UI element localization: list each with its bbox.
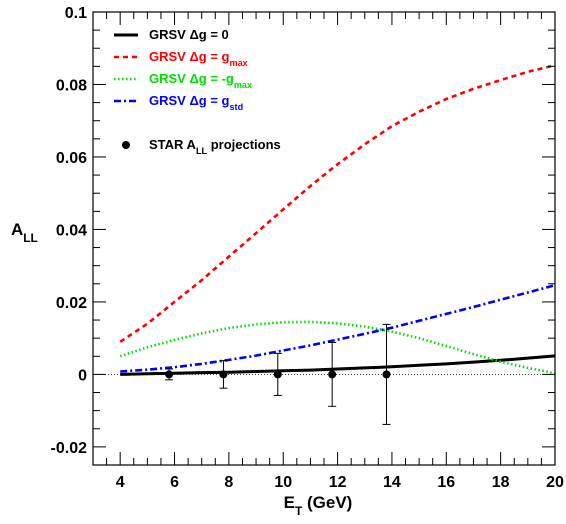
legend-label-2: GRSV Δg = -gmax bbox=[149, 71, 252, 90]
series-line-3 bbox=[120, 283, 556, 373]
y-tick-label: 0.1 bbox=[65, 5, 87, 22]
x-tick-label: 4 bbox=[116, 474, 125, 491]
data-point bbox=[165, 370, 174, 379]
x-tick-label: 6 bbox=[170, 474, 179, 491]
x-axis-title: ET (GeV) bbox=[284, 493, 353, 518]
y-tick-label: 0.08 bbox=[56, 77, 87, 94]
y-tick-label: 0 bbox=[78, 367, 87, 384]
axis-ticks: 4 6 8 10 12 14 16 18 20 -0.02 0 0.02 0.04 0.06 0.08 0.1 bbox=[51, 5, 564, 491]
legend-marker-points bbox=[122, 141, 130, 149]
legend: GRSV Δg = 0 GRSV Δg = gmax GRSV Δg = -gmax… bbox=[114, 27, 281, 156]
series-line-1 bbox=[119, 64, 556, 343]
data-point bbox=[219, 370, 228, 379]
legend-label-points: STAR ALL projections bbox=[149, 137, 281, 156]
series-layer bbox=[119, 64, 556, 376]
x-tick-label: 14 bbox=[383, 474, 401, 491]
data-point bbox=[382, 370, 391, 379]
legend-label-1: GRSV Δg = gmax bbox=[149, 49, 248, 68]
x-tick-label: 16 bbox=[437, 474, 455, 491]
y-tick-label: 0.06 bbox=[56, 150, 87, 167]
y-tick-label: 0.02 bbox=[56, 295, 87, 312]
x-tick-label: 18 bbox=[492, 474, 510, 491]
y-tick-label: 0.04 bbox=[56, 222, 87, 239]
data-point bbox=[273, 370, 282, 379]
x-tick-label: 10 bbox=[274, 474, 292, 491]
legend-label-3: GRSV Δg = gstd bbox=[149, 93, 243, 112]
x-tick-label: 20 bbox=[546, 474, 564, 491]
x-tick-label: 12 bbox=[329, 474, 347, 491]
data-point bbox=[328, 370, 337, 379]
series-line-0 bbox=[120, 354, 556, 376]
axis-titles: ET (GeV) ALL bbox=[11, 220, 352, 518]
data-points-layer bbox=[165, 323, 391, 425]
x-tick-label: 8 bbox=[224, 474, 233, 491]
legend-label-0: GRSV Δg = 0 bbox=[149, 27, 229, 42]
y-tick-label: -0.02 bbox=[51, 440, 88, 457]
y-axis-title: ALL bbox=[11, 220, 38, 245]
